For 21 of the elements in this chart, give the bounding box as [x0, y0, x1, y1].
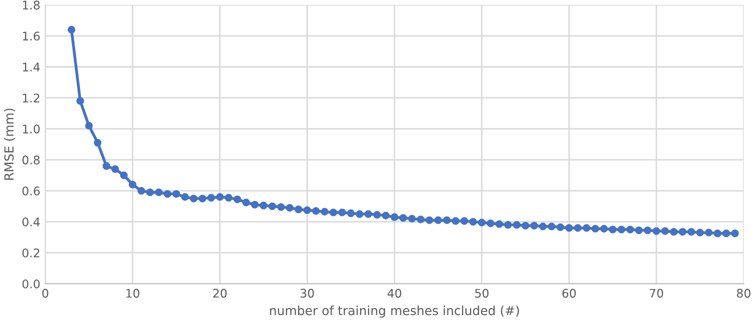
- y-tick-label: 1.0: [22, 124, 40, 134]
- y-tick-label: 1.6: [22, 32, 40, 41]
- y-tick-label: 1.8: [22, 0, 40, 10]
- x-tick-label: 0: [42, 288, 48, 298]
- y-tick-label: 0.4: [22, 217, 40, 226]
- y-axis-title: RMSE (mm): [4, 108, 16, 180]
- x-tick-label: 80: [736, 288, 750, 298]
- x-tick-label: 50: [475, 288, 489, 298]
- y-tick-label: 0.0: [22, 279, 40, 288]
- y-tick-label: 0.6: [22, 186, 40, 196]
- y-tick-label: 0.2: [22, 248, 40, 258]
- y-tick-label: 1.4: [22, 62, 40, 72]
- x-tick-label: 30: [300, 288, 314, 298]
- x-tick-label: 10: [126, 288, 140, 298]
- x-tick-label: 20: [213, 288, 227, 298]
- y-tick-label: 0.8: [22, 156, 40, 164]
- x-axis-title: number of training meshes included (#): [270, 306, 519, 318]
- y-tick-label: 1.2: [22, 94, 40, 102]
- x-tick-label: 70: [650, 288, 664, 298]
- x-tick-label: 40: [388, 288, 402, 298]
- x-tick-label: 60: [562, 288, 576, 298]
